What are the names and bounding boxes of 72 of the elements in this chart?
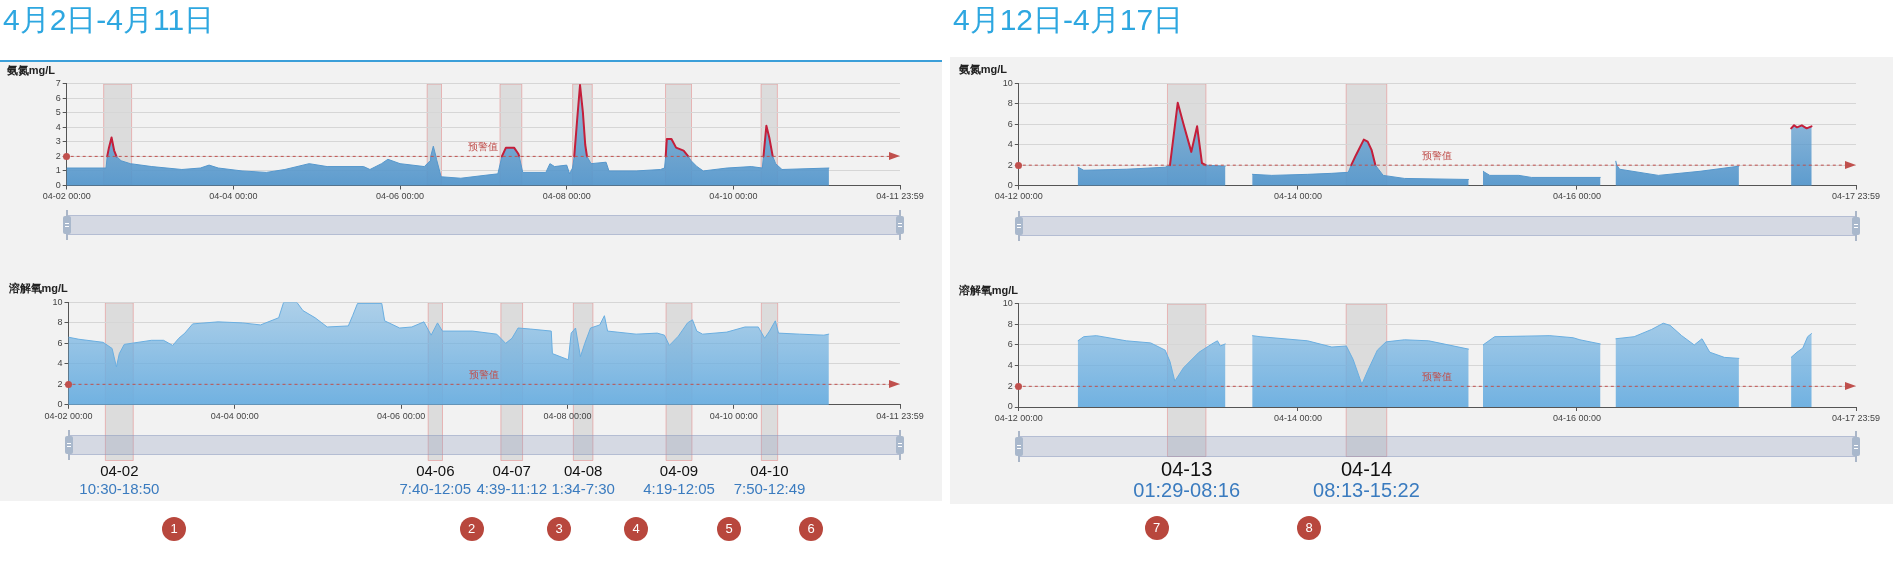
- y-tick-label: 6: [57, 337, 63, 348]
- number-badge: 8: [1297, 516, 1321, 540]
- x-tick-label: 04-04 00:00: [210, 410, 259, 421]
- ref-line-label: 预警值: [468, 141, 499, 153]
- y-tick-label: 4: [57, 358, 63, 369]
- band-label: 04-09 4:19-12:05: [643, 461, 715, 497]
- number-badge: 3: [547, 516, 571, 541]
- x-tick-label: 04-12 00:00: [994, 412, 1043, 423]
- y-tick-label: 0: [55, 179, 61, 190]
- ref-line-label: 预警值: [1422, 149, 1453, 161]
- band-label: 04-10 7:50-12:49: [733, 461, 806, 497]
- y-tick-label: 2: [1007, 159, 1013, 170]
- x-tick-label: 04-10 00:00: [709, 410, 758, 421]
- y-tick-label: 2: [1007, 380, 1013, 391]
- x-tick-label: 04-06 00:00: [376, 191, 425, 202]
- y-tick-label: 0: [1007, 180, 1013, 191]
- y-tick-label: 8: [1007, 318, 1013, 329]
- y-axis-title: 氨氮mg/L: [957, 63, 1008, 76]
- x-tick-label: 04-16 00:00: [1552, 412, 1602, 423]
- ref-line-label: 预警值: [1422, 371, 1453, 383]
- y-tick-label: 10: [1002, 298, 1013, 309]
- band-label: 04-02 10:30-18:50: [79, 461, 160, 497]
- y-axis-title: 氨氮mg/L: [5, 63, 56, 76]
- y-tick-label: 4: [1007, 139, 1013, 150]
- x-tick-label: 04-14 00:00: [1273, 412, 1322, 423]
- y-tick-label: 6: [55, 92, 61, 103]
- y-tick-label: 4: [55, 121, 61, 132]
- band-label: 04-14 08:13-15:22: [1313, 457, 1420, 501]
- y-tick-label: 4: [1007, 360, 1013, 371]
- number-badge: 1: [162, 516, 186, 541]
- y-tick-label: 5: [55, 107, 61, 118]
- x-tick-label: 04-08 00:00: [542, 191, 591, 202]
- y-tick-label: 2: [57, 378, 63, 389]
- y-axis-title: 溶解氧mg/L: [957, 283, 1019, 296]
- y-tick-label: 6: [1007, 339, 1013, 350]
- x-tick-label: 04-11 23:59: [876, 410, 924, 421]
- number-badge: 5: [717, 516, 741, 541]
- y-axis-title: 溶解氧mg/L: [7, 282, 69, 295]
- ref-line-label: 预警值: [469, 369, 500, 381]
- x-tick-label: 04-04 00:00: [209, 191, 258, 202]
- y-tick-label: 0: [57, 399, 63, 410]
- y-tick-label: 10: [1002, 77, 1013, 88]
- y-tick-label: 0: [1007, 401, 1013, 412]
- x-tick-label: 04-02 00:00: [44, 410, 93, 421]
- chart-title: 4月12日-4月17日: [953, 2, 1184, 38]
- y-tick-label: 8: [1007, 98, 1013, 109]
- band-label: 04-13 01:29-08:16: [1133, 457, 1241, 501]
- number-badge: 4: [624, 516, 648, 541]
- band-label: 04-07 4:39-11:12: [476, 461, 548, 497]
- x-tick-label: 04-14 00:00: [1273, 191, 1322, 202]
- number-badge: 2: [459, 516, 484, 541]
- number-badge: 7: [1144, 516, 1169, 540]
- x-tick-label: 04-10 00:00: [709, 191, 758, 202]
- y-tick-label: 7: [55, 78, 61, 89]
- x-tick-label: 04-17 23:59: [1831, 191, 1881, 202]
- band-label: 04-06 7:40-12:05: [399, 461, 472, 497]
- x-tick-label: 04-16 00:00: [1552, 191, 1602, 202]
- x-tick-label: 04-11 23:59: [876, 191, 924, 202]
- band-label: 04-08 1:34-7:30: [551, 461, 615, 497]
- y-tick-label: 10: [52, 296, 63, 307]
- x-tick-label: 04-12 00:00: [994, 191, 1043, 202]
- y-tick-label: 2: [55, 150, 61, 161]
- x-tick-label: 04-06 00:00: [377, 410, 426, 421]
- number-badge: 6: [799, 516, 823, 541]
- y-tick-label: 6: [1007, 118, 1013, 129]
- y-tick-label: 8: [57, 317, 63, 328]
- chart-title: 4月2日-4月11日: [3, 2, 215, 38]
- x-tick-label: 04-17 23:59: [1831, 412, 1881, 423]
- y-tick-label: 1: [55, 165, 61, 176]
- x-tick-label: 04-08 00:00: [543, 410, 592, 421]
- y-tick-label: 3: [55, 136, 61, 147]
- x-tick-label: 04-02 00:00: [42, 191, 91, 202]
